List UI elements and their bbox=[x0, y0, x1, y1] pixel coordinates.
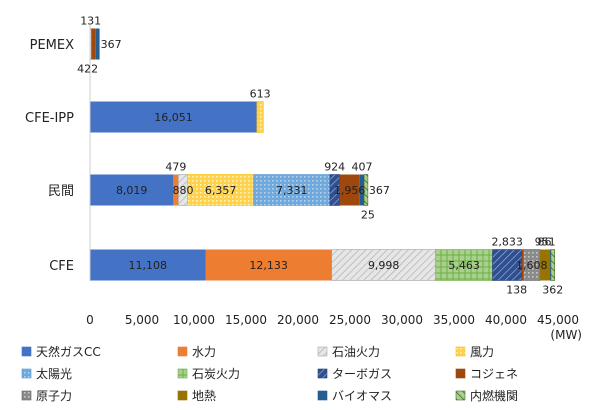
legend-label-5: 太陽光 bbox=[36, 366, 72, 381]
bar-segment--5 bbox=[253, 174, 330, 206]
category-label-: 民間 bbox=[48, 184, 74, 199]
bar-segment-outline bbox=[363, 174, 369, 206]
bar-segment-cfe-1 bbox=[90, 249, 206, 281]
category-label-cfe-ipp: CFE-IPP bbox=[25, 111, 74, 126]
bar-segment-cfe-ipp-1 bbox=[90, 101, 257, 133]
x-tick-label: 45,000 bbox=[537, 313, 579, 327]
data-label-cfe-ipp: 613 bbox=[250, 88, 271, 101]
x-tick-label: 15,000 bbox=[225, 313, 267, 327]
data-label-: 880 bbox=[173, 184, 194, 197]
bar-segment--8 bbox=[339, 174, 360, 206]
bar-segment-pemex-8 bbox=[91, 28, 96, 60]
bar-segment-cfe-3 bbox=[331, 249, 436, 281]
bar-segment--1 bbox=[90, 174, 174, 206]
legend-label-9: 原子力 bbox=[36, 389, 72, 403]
legend-label-2: 水力 bbox=[192, 345, 216, 359]
legend-swatch-6 bbox=[177, 368, 188, 379]
data-label-cfe: 2,833 bbox=[491, 236, 523, 249]
data-label-cfe: 12,133 bbox=[249, 259, 288, 272]
data-label-cfe: 951 bbox=[535, 236, 556, 249]
legend-swatch-8 bbox=[455, 368, 466, 379]
bar-segment-outline bbox=[550, 249, 555, 281]
bar-segment--3 bbox=[178, 174, 188, 206]
bar-segment-cfe-2 bbox=[205, 249, 332, 281]
category-label-cfe: CFE bbox=[49, 259, 74, 274]
data-label-: 924 bbox=[324, 161, 345, 174]
legend-swatch-2 bbox=[177, 346, 188, 357]
data-label-: 7,331 bbox=[276, 184, 308, 197]
data-label-pemex: 131 bbox=[80, 15, 101, 28]
bar-segment-pemex-3 bbox=[90, 28, 92, 60]
bar-segment--2 bbox=[173, 174, 179, 206]
legend-swatch-9 bbox=[21, 390, 32, 401]
bar-segment-pemex-11 bbox=[95, 28, 100, 60]
legend-swatch-1 bbox=[21, 346, 32, 357]
data-label-cfe: 11,108 bbox=[129, 259, 168, 272]
data-label-: 407 bbox=[352, 161, 373, 174]
data-label-pemex: 422 bbox=[77, 63, 98, 76]
unit-label: (MW) bbox=[550, 328, 582, 342]
data-label-: 479 bbox=[165, 161, 186, 174]
bar-segment-outline bbox=[256, 101, 264, 133]
legend-swatch-3 bbox=[317, 346, 328, 357]
bar-segment-cfe-8 bbox=[521, 249, 524, 281]
legend-swatch-10 bbox=[177, 390, 188, 401]
bar-segment-cfe-11 bbox=[550, 249, 551, 281]
x-tick-label: 25,000 bbox=[329, 313, 371, 327]
legend-swatch-12 bbox=[455, 390, 466, 401]
bar-segment--7 bbox=[329, 174, 340, 206]
bar-segment-cfe-12 bbox=[550, 249, 555, 281]
bar-segment-cfe-ipp-4 bbox=[256, 101, 264, 133]
x-tick-label: 35,000 bbox=[433, 313, 475, 327]
legend-label-10: 地熱 bbox=[192, 389, 216, 403]
category-label-pemex: PEMEX bbox=[30, 38, 74, 53]
data-label-cfe: 362 bbox=[542, 284, 563, 297]
data-label-cfe-ipp: 16,051 bbox=[154, 111, 193, 124]
x-tick-label: 40,000 bbox=[485, 313, 527, 327]
data-label-: 6,357 bbox=[205, 184, 237, 197]
legend-swatch-5 bbox=[21, 368, 32, 379]
legend-swatch-4 bbox=[455, 346, 466, 357]
legend-label-1: 天然ガスCC bbox=[36, 344, 101, 359]
x-tick-label: 5,000 bbox=[125, 313, 159, 327]
legend-label-8: コジェネ bbox=[470, 367, 518, 381]
data-label-pemex: 367 bbox=[101, 38, 122, 51]
data-label-: 8,019 bbox=[116, 184, 148, 197]
bar-segment-cfe-6 bbox=[435, 249, 493, 281]
data-label-cfe: 138 bbox=[506, 284, 527, 297]
bar-segment--4 bbox=[187, 174, 254, 206]
data-label-: 1,956 bbox=[334, 184, 366, 197]
x-tick-label: 20,000 bbox=[277, 313, 319, 327]
data-label-cfe: 5,463 bbox=[448, 259, 480, 272]
data-label-cfe: 9,998 bbox=[368, 259, 400, 272]
legend-label-6: 石炭火力 bbox=[192, 367, 240, 381]
data-label-cfe: 1,608 bbox=[516, 259, 548, 272]
x-tick-label: 0 bbox=[86, 313, 94, 327]
legend-swatch-7 bbox=[317, 368, 328, 379]
bar-segment--11 bbox=[359, 174, 365, 206]
bar-segment-cfe-7 bbox=[492, 249, 522, 281]
legend-label-12: 内燃機関 bbox=[470, 388, 518, 403]
x-tick-label: 10,000 bbox=[173, 313, 215, 327]
legend-label-4: 風力 bbox=[470, 345, 494, 359]
legend-label-3: 石油火力 bbox=[332, 345, 380, 359]
x-tick-label: 30,000 bbox=[381, 313, 423, 327]
legend-label-11: バイオマス bbox=[332, 389, 392, 403]
bar-segment--12 bbox=[364, 174, 368, 206]
data-label-: 25 bbox=[361, 209, 375, 222]
legend-label-7: ターボガス bbox=[332, 367, 392, 381]
data-label-: 367 bbox=[369, 184, 390, 197]
data-label-cfe: 86 bbox=[538, 236, 552, 249]
bar-segment-cfe-9 bbox=[523, 249, 541, 281]
legend-swatch-11 bbox=[317, 390, 328, 401]
bar-segment-cfe-10 bbox=[540, 249, 551, 281]
